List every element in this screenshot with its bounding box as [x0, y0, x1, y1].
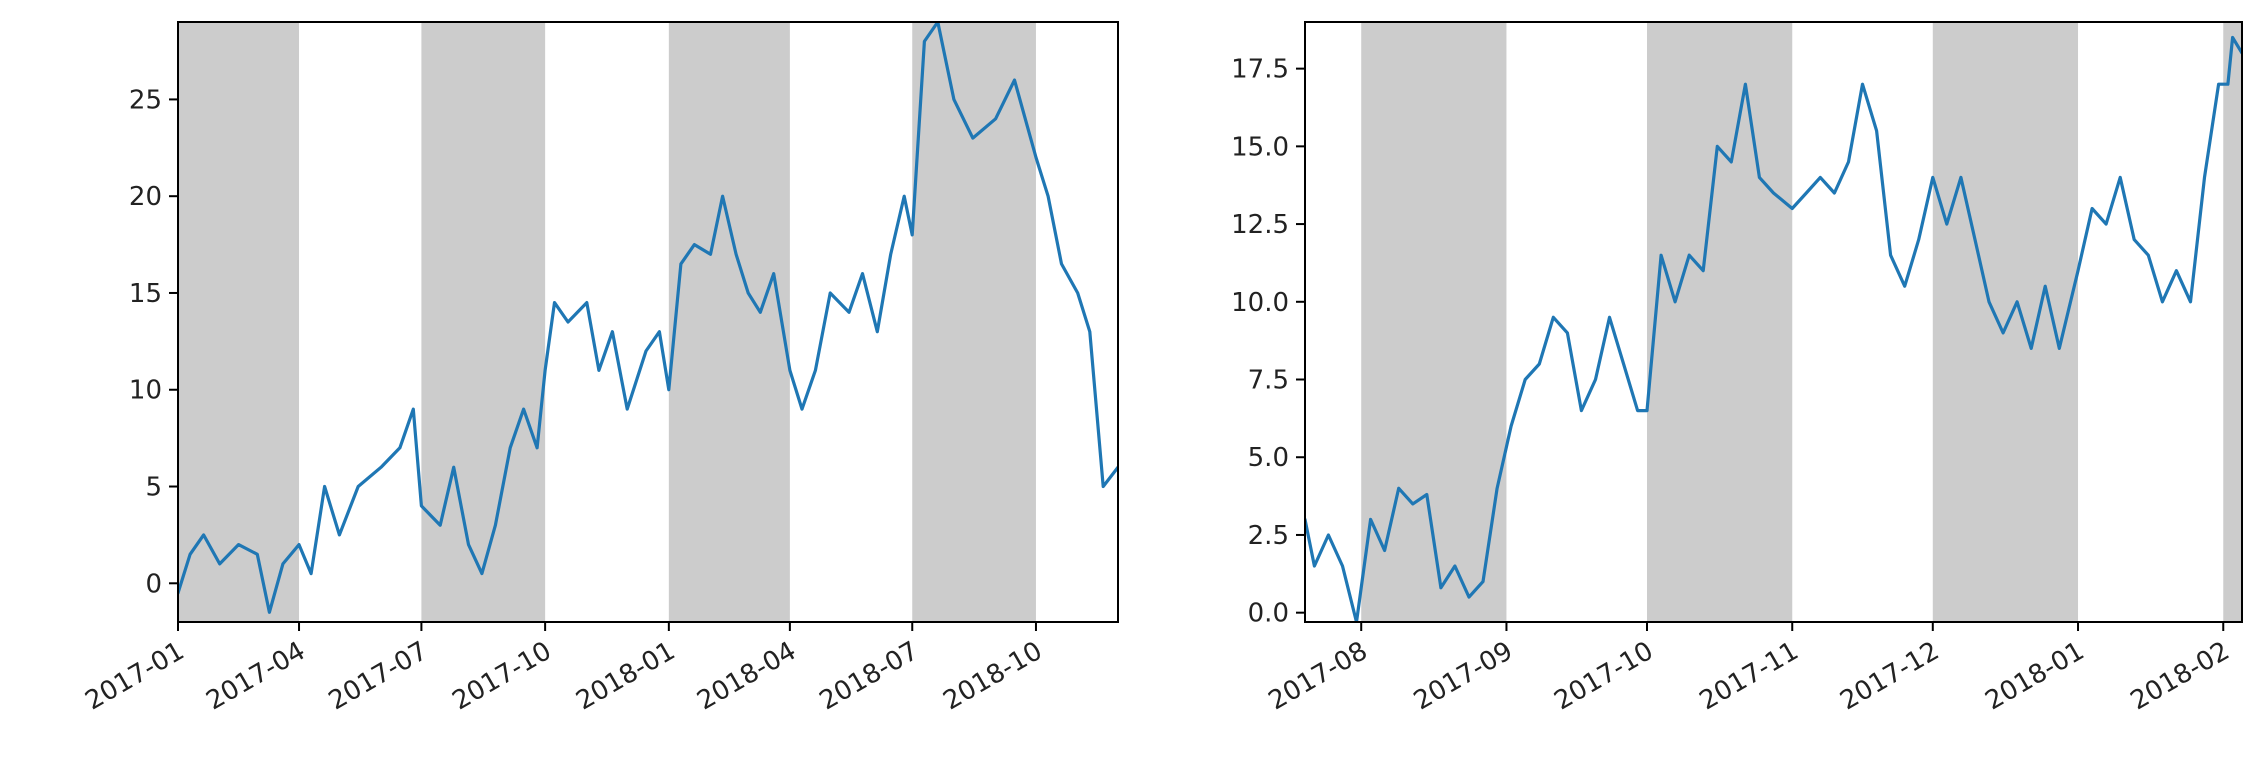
x-tick-label: 2017-12: [1835, 636, 1944, 716]
series-line: [178, 22, 1118, 614]
axes-frame: [177, 21, 1119, 623]
y-tick-label: 2.5: [1248, 521, 1289, 551]
y-tick-label: 15: [129, 279, 162, 309]
y-tick-label: 17.5: [1231, 55, 1289, 85]
shaded-span: [668, 22, 790, 622]
y-tick-label: 0.0: [1248, 599, 1289, 629]
x-tick-label: 2017-10: [1549, 636, 1658, 716]
x-tick-label: 2018-04: [692, 636, 801, 716]
shaded-span: [421, 22, 546, 622]
shaded-span: [2223, 22, 2242, 622]
x-tick-label: 2017-08: [1264, 636, 1373, 716]
shaded-span: [1932, 22, 2079, 622]
shaded-span: [178, 22, 300, 622]
shaded-spans: [1361, 22, 2242, 622]
x-tick-label: 2017-11: [1695, 636, 1804, 716]
shaded-span: [1361, 22, 1507, 622]
x-tick-label: 2018-01: [1980, 636, 2089, 716]
y-tick-label: 10: [129, 376, 162, 406]
y-tick-label: 20: [129, 182, 162, 212]
x-tick-label: 2017-04: [201, 636, 310, 716]
y-tick-label: 10.0: [1231, 288, 1289, 318]
shaded-span: [912, 22, 1036, 622]
x-tick-label: 2018-07: [815, 636, 924, 716]
y-tick-label: 12.5: [1231, 210, 1289, 240]
x-tick-label: 2017-01: [80, 636, 189, 716]
x-tick-label: 2018-10: [938, 636, 1047, 716]
y-tick-label: 25: [129, 85, 162, 115]
series-line: [1305, 35, 2242, 622]
y-tick-label: 7.5: [1248, 366, 1289, 396]
shaded-span: [1647, 22, 1793, 622]
y-tick-label: 0: [145, 569, 162, 599]
x-tick-label: 2017-07: [324, 636, 433, 716]
y-tick-label: 5.0: [1248, 443, 1289, 473]
x-tick-label: 2017-10: [448, 636, 557, 716]
axes-frame: [1304, 21, 2243, 623]
shaded-spans: [178, 22, 1036, 622]
chart-2: 0.0 2.5 5.0 7.5 10.0 12.5 15.0 17.5 2017-08 2017-…: [1231, 21, 2243, 716]
x-tick-label: 2017-09: [1409, 636, 1518, 716]
y-tick-label: 15.0: [1231, 132, 1289, 162]
y-tick-label: 5: [145, 473, 162, 503]
x-tick-label: 2018-01: [571, 636, 680, 716]
x-tick-label: 2018-02: [2126, 636, 2235, 716]
